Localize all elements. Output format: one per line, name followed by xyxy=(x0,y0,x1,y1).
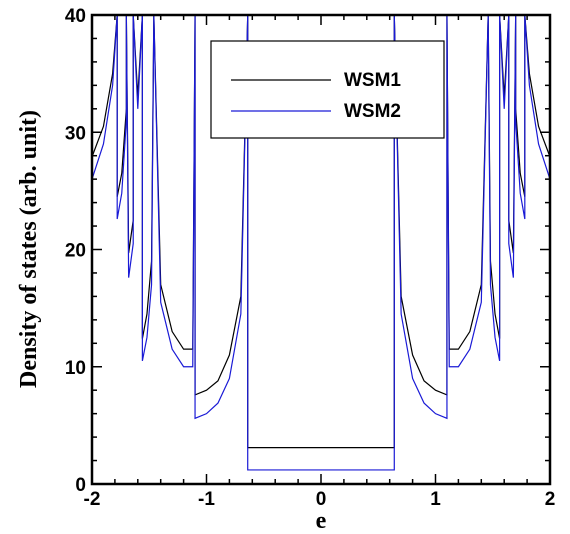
legend-box xyxy=(210,40,445,139)
x-tick-label: -2 xyxy=(84,489,101,510)
y-tick-label: 20 xyxy=(65,241,86,262)
x-tick-label: 0 xyxy=(316,489,327,510)
series-line-wsm2 xyxy=(92,15,550,471)
series-layer xyxy=(92,15,550,471)
y-tick-label: 10 xyxy=(65,358,86,379)
y-tick-label: 40 xyxy=(65,6,86,27)
y-axis-title: Density of states (arb. unit) xyxy=(16,110,42,388)
legend: WSM1 WSM2 xyxy=(210,40,445,139)
x-tick-label: 1 xyxy=(430,489,441,510)
legend-label-wsm1: WSM1 xyxy=(344,70,401,91)
x-axis-title: e xyxy=(316,508,327,534)
ticks-layer xyxy=(91,14,551,485)
legend-label-wsm2: WSM2 xyxy=(344,101,401,122)
x-tick-label: 2 xyxy=(545,489,556,510)
x-tick-label: -1 xyxy=(198,489,215,510)
y-tick-label: 30 xyxy=(65,123,86,144)
y-tick-label: 0 xyxy=(75,475,86,496)
